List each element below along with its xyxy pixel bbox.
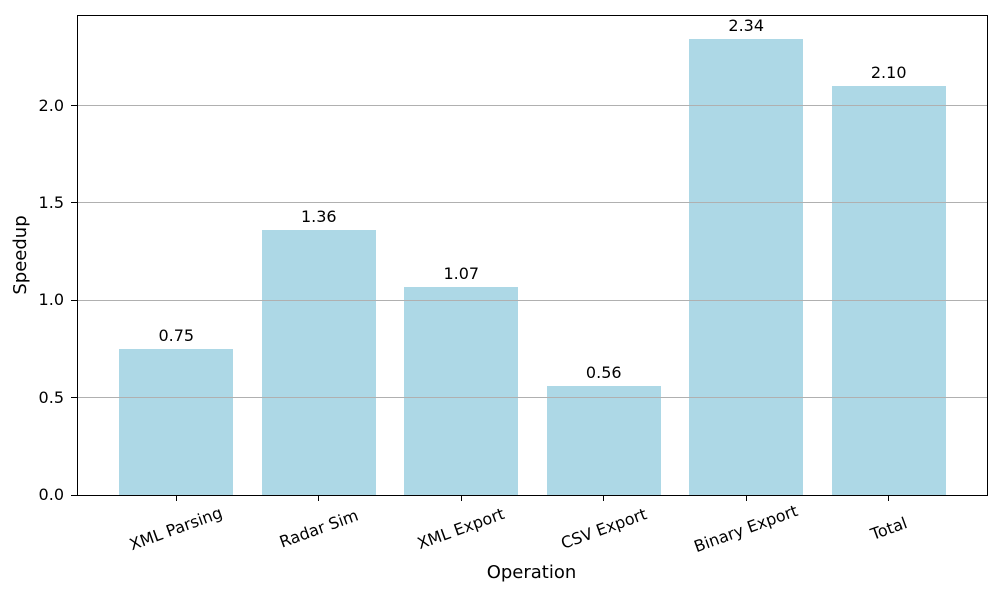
bar [119, 348, 234, 495]
y-tick-label: 1.0 [38, 290, 64, 310]
x-tick-label: Radar Sim [276, 505, 361, 552]
y-tick-mark [71, 202, 77, 204]
gridline [78, 397, 987, 399]
x-tick-label: XML Export [415, 504, 508, 554]
x-axis-label: Operation [486, 562, 577, 583]
y-tick-mark [71, 299, 77, 301]
bar-value-label: 0.75 [158, 325, 195, 345]
x-tick-mark [888, 496, 890, 501]
bar [404, 286, 519, 495]
x-tick-mark [460, 496, 462, 501]
bar-value-label: 2.10 [870, 63, 907, 83]
plot-area: 0.0 0.5 1.0 1.5 2.0 0.75 XML Parsing 1.36 Radar … [39, 15, 988, 556]
bar [546, 385, 661, 495]
gridline [78, 299, 987, 301]
x-tick-mark [603, 496, 605, 501]
x-tick-mark [318, 496, 320, 501]
x-tick-label: Binary Export [691, 500, 801, 557]
y-tick-mark [71, 105, 77, 107]
bar-value-label: 2.34 [728, 16, 765, 36]
gridline [78, 105, 987, 107]
y-tick-label: 2.0 [38, 95, 64, 115]
bar [689, 39, 804, 495]
x-tick-label: Total [867, 513, 910, 544]
gridline [78, 202, 987, 204]
bar-value-label: 1.07 [443, 263, 480, 283]
y-tick-label: 0.5 [38, 387, 64, 407]
x-tick-mark [745, 496, 747, 501]
bar [261, 230, 376, 495]
x-tick-label: CSV Export [558, 504, 649, 553]
x-tick-mark [175, 496, 177, 501]
bar-value-label: 0.56 [585, 362, 622, 382]
y-tick-mark [71, 397, 77, 399]
y-axis-label: Speedup [10, 215, 31, 295]
y-tick-label: 1.5 [38, 192, 64, 212]
y-tick-mark [71, 494, 77, 496]
bar [831, 86, 946, 495]
bar-value-label: 1.36 [300, 207, 337, 227]
x-tick-label: XML Parsing [127, 502, 226, 555]
y-tick-label: 0.0 [38, 485, 64, 504]
